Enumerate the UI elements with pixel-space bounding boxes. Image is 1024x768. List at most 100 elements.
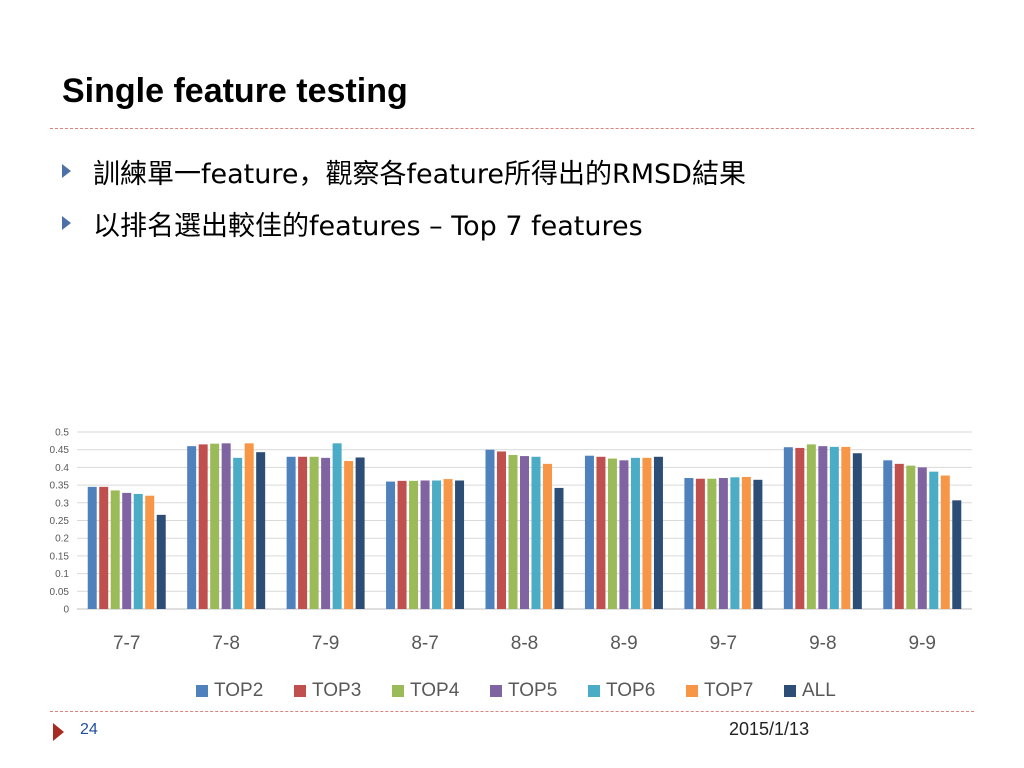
bar [531,456,541,609]
y-tick-label: 0 [63,605,69,616]
legend-label: ALL [802,680,836,701]
page-number: 24 [80,721,98,738]
x-tick-label: 7-7 [113,633,140,654]
bar [795,447,805,609]
y-tick-label: 0.5 [55,428,69,439]
bar [607,458,617,609]
bar [133,493,143,609]
x-tick-label: 8-9 [610,633,637,654]
bullet-text: 以排名選出較佳的features – Top 7 features [93,210,643,242]
bar [309,456,319,609]
title-divider [50,128,974,129]
legend-label: TOP6 [606,680,655,701]
bar [286,456,296,609]
legend-swatch [784,685,796,697]
y-tick-label: 0.45 [50,445,70,456]
bar [508,455,518,609]
bar [554,487,564,609]
bar [332,443,342,609]
y-tick-label: 0.3 [55,498,69,509]
bar [187,446,197,609]
bar [783,447,793,609]
bar [841,446,851,609]
y-tick-label: 0.15 [50,551,70,562]
legend-label: TOP2 [214,680,263,701]
bar [653,456,663,609]
bar [87,486,97,609]
legend-label: TOP7 [704,680,753,701]
bar [741,476,751,609]
bar [806,444,816,609]
y-tick-label: 0.4 [55,463,69,474]
legend-swatch [686,685,698,697]
bullet-item: 以排名選出較佳的features – Top 7 features [62,197,746,249]
bar [630,457,640,609]
bar [520,456,529,609]
bar [695,478,705,609]
bar [584,455,594,609]
x-tick-label: 9-9 [909,633,936,654]
bar [156,514,166,609]
bar [883,460,893,609]
bar-chart: 0 0.05 0.1 0.15 0.2 0.25 0.3 0.35 0.4 0.45 0.5 7-7 7… [50,428,972,701]
bar [298,456,308,609]
bar [753,479,763,609]
bar [829,446,839,609]
y-tick-label: 0.2 [55,534,69,545]
bar [917,467,927,609]
bar [122,492,132,609]
bar [256,452,266,609]
footer-arrow-icon [53,723,64,741]
bar [596,456,606,609]
bar [409,480,419,609]
x-tick-label: 8-7 [411,633,438,654]
legend-label: TOP3 [312,680,361,701]
legend-label: TOP4 [410,680,460,701]
x-tick-label: 9-7 [710,633,737,654]
bar [344,461,354,609]
bar [940,475,950,609]
bar [321,457,331,609]
slide-title: Single feature testing [62,72,408,110]
bar [455,480,465,609]
y-tick-label: 0.1 [55,569,69,580]
bar [485,449,495,609]
legend-label: TOP5 [508,680,557,701]
bar [198,444,208,609]
bar [852,453,862,609]
y-tick-label: 0.05 [50,587,70,598]
y-tick-label: 0.25 [50,516,70,527]
bullet-arrow-icon [62,164,71,178]
x-tick-label: 7-9 [312,633,339,654]
bar [355,457,365,609]
bar [730,477,740,609]
x-tick-label: 9-8 [809,633,836,654]
bar [707,478,717,609]
bar [929,471,939,609]
footer-date: 2015/1/13 [729,719,810,739]
bullet-list: 訓練單一feature，觀察各feature所得出的RMSD結果 以排名選出較佳… [62,145,746,249]
bar [894,463,904,609]
bar [420,480,430,609]
bar [110,490,120,609]
bar [233,457,243,609]
legend-swatch [588,685,600,697]
y-tick-label: 0.35 [50,481,70,492]
footer-divider [50,711,974,712]
bar [443,479,453,609]
bar [619,460,629,609]
legend-swatch [196,685,208,697]
legend-swatch [490,685,502,697]
bullet-text: 訓練單一feature，觀察各feature所得出的RMSD結果 [93,158,746,190]
bar [497,451,506,609]
bar [386,481,396,609]
bullet-item: 訓練單一feature，觀察各feature所得出的RMSD結果 [62,145,746,197]
legend-swatch [392,685,404,697]
x-tick-label: 7-8 [212,633,239,654]
bar [718,478,728,609]
bar [952,500,962,609]
bar [145,495,155,609]
bar [642,457,652,609]
bullet-arrow-icon [62,216,71,230]
bar [99,486,109,609]
